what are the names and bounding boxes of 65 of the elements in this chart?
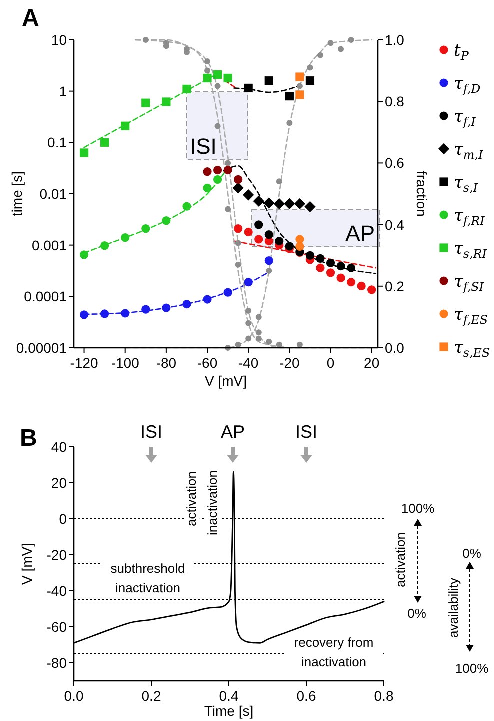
x-tick-label: 0.8 [374, 688, 394, 704]
text: availability [446, 578, 461, 638]
x-tick-label: -60 [197, 355, 218, 371]
y-tick-label: 0 [59, 511, 68, 527]
legend-label: τ$_{s,ES}$ [454, 338, 490, 360]
text: AP [220, 422, 246, 442]
legend-label: τ$_{f,D}$ [454, 74, 482, 96]
y-tick-label: 0.1 [48, 134, 68, 151]
x-tick-label: 0.6 [296, 688, 316, 704]
annotation: recovery from inactivation [294, 635, 374, 670]
legend-label: τ$_{s,RI}$ [454, 239, 488, 261]
y-tick-label: 20 [51, 475, 68, 491]
chart-title: A [22, 5, 40, 32]
y-tick-label: -60 [46, 619, 68, 635]
text: 100% [401, 501, 436, 516]
x-tick-label: -120 [70, 355, 98, 371]
x-tick-label: -80 [156, 355, 177, 371]
legend-label: τ$_{f,I}$ [454, 107, 476, 129]
y-tick-label: -80 [46, 655, 68, 671]
y-axis-title: time [s] [9, 171, 25, 217]
y-tick-label: 0.01 [40, 186, 68, 202]
annotation: subthreshold inactivation [110, 561, 186, 596]
legend-label: τ$_{f,ES}$ [454, 305, 488, 327]
y2-tick-label: 1.0 [385, 32, 405, 48]
legend-label: τ$_{f,SI}$ [454, 272, 484, 294]
y-tick-label: -40 [46, 583, 68, 599]
annotation: inactivation [205, 470, 220, 536]
y2-axis-title: fraction [414, 171, 430, 217]
y2-tick-label: 0.4 [385, 216, 405, 233]
x-tick-label: 20 [364, 355, 380, 371]
text: 100% [455, 661, 490, 676]
annotation: ISI [190, 134, 217, 159]
x-tick-label: 0.0 [64, 688, 84, 704]
y2-tick-label: 0.8 [385, 94, 405, 110]
x-tick-label: 0.2 [142, 688, 162, 704]
x-tick-label: -40 [238, 355, 259, 371]
text: ISI [140, 422, 163, 442]
text: 0% [408, 606, 427, 621]
x-tick-label: -100 [111, 355, 140, 371]
x-tick-label: -20 [280, 355, 300, 371]
y-tick-label: 1 [59, 83, 68, 100]
legend-label: τ$_{f,RI}$ [454, 206, 486, 228]
legend-label: τ$_{m,I}$ [454, 140, 484, 162]
annotation: activation [184, 472, 199, 526]
legend-label: t$_{P}$ [454, 41, 470, 63]
y-tick-label: 10 [51, 32, 68, 48]
chart-title: B [20, 425, 38, 452]
x-tick-label: 0 [326, 355, 335, 371]
text: 0% [462, 546, 482, 561]
x-axis-title: V [mV] [204, 373, 248, 389]
y-tick-label: 40 [51, 439, 68, 455]
y-axis-title: V [mV] [19, 542, 35, 586]
y2-tick-label: 0.0 [385, 340, 405, 356]
annotation: AP [346, 221, 375, 246]
x-tick-label: 0.4 [219, 688, 239, 704]
text: ISI [295, 422, 318, 442]
x-axis-title: Time [s] [204, 703, 254, 719]
y-tick-label: 0.0001 [24, 288, 68, 305]
y-tick-label: 0.00001 [16, 340, 68, 356]
y-tick-label: -20 [46, 547, 68, 563]
legend-label: τ$_{s,I}$ [454, 173, 478, 195]
y2-tick-label: 0.2 [385, 278, 405, 294]
text: activation [393, 532, 408, 588]
y-tick-label: 0.001 [32, 237, 68, 254]
y2-tick-label: 0.6 [385, 155, 405, 172]
